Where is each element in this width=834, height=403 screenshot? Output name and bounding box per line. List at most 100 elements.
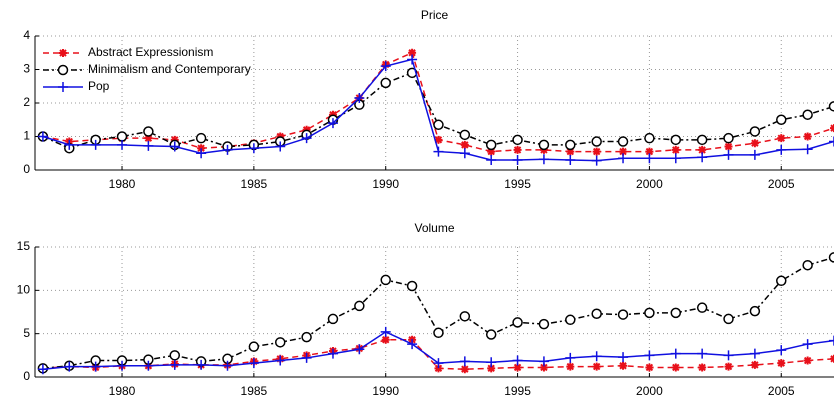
marker — [407, 339, 418, 350]
marker — [433, 146, 444, 157]
marker — [301, 352, 312, 363]
marker — [723, 132, 734, 144]
marker — [592, 147, 601, 156]
marker — [486, 357, 497, 368]
marker — [487, 147, 496, 156]
marker — [671, 363, 680, 372]
marker — [617, 309, 629, 320]
x-tick-label: 1980 — [109, 384, 136, 398]
marker — [275, 355, 286, 366]
x-tick-label: 2000 — [636, 384, 663, 398]
marker — [380, 77, 391, 89]
marker — [512, 134, 523, 146]
marker — [169, 141, 180, 152]
chart-title: Volume — [414, 221, 454, 235]
marker — [64, 361, 75, 372]
marker — [723, 350, 734, 361]
marker — [591, 136, 602, 147]
marker — [434, 364, 443, 373]
marker — [117, 139, 128, 150]
marker — [485, 329, 497, 340]
marker — [406, 280, 418, 292]
marker — [354, 344, 365, 355]
marker — [327, 313, 339, 325]
marker — [777, 134, 786, 143]
x-tick-label: 1995 — [504, 384, 531, 398]
marker — [749, 126, 761, 137]
marker — [828, 252, 834, 263]
marker — [354, 300, 365, 312]
marker — [777, 359, 786, 368]
marker — [460, 140, 469, 149]
x-tick-label: 1990 — [372, 384, 399, 398]
marker — [433, 119, 444, 131]
series-line — [42, 256, 834, 370]
y-tick-label: 15 — [17, 239, 31, 253]
marker — [90, 361, 101, 372]
marker — [513, 145, 522, 154]
y-tick-label: 0 — [23, 369, 30, 383]
y-tick-label: 3 — [23, 62, 30, 76]
marker — [538, 356, 549, 367]
y-tick-label: 2 — [23, 95, 30, 109]
marker — [565, 352, 576, 363]
marker — [830, 354, 834, 363]
marker — [248, 358, 259, 369]
marker — [538, 154, 549, 165]
marker — [407, 54, 418, 65]
marker — [723, 149, 734, 160]
marker — [196, 148, 207, 159]
marker — [776, 275, 787, 287]
marker — [196, 359, 207, 370]
marker — [459, 148, 470, 159]
marker — [670, 153, 681, 164]
marker — [565, 154, 576, 165]
marker — [195, 132, 207, 144]
x-tick-label: 1980 — [109, 177, 136, 191]
marker — [486, 154, 497, 165]
legend-marker — [59, 49, 67, 57]
marker — [565, 314, 576, 326]
marker — [670, 134, 682, 146]
marker — [670, 348, 681, 359]
marker — [644, 153, 655, 164]
marker — [354, 92, 365, 103]
marker — [724, 362, 733, 371]
marker — [591, 351, 602, 362]
marker — [327, 348, 338, 359]
marker — [619, 147, 628, 156]
marker — [592, 362, 601, 371]
marker — [512, 355, 523, 366]
chart-title: Price — [421, 8, 449, 22]
legend-marker — [58, 82, 68, 92]
x-tick-label: 1985 — [241, 177, 268, 191]
marker — [538, 318, 550, 330]
marker — [750, 139, 759, 148]
marker — [829, 136, 834, 147]
marker — [381, 335, 390, 344]
marker — [830, 124, 834, 133]
marker — [513, 363, 522, 372]
marker — [645, 363, 654, 372]
x-tick-label: 2000 — [636, 177, 663, 191]
marker — [459, 311, 471, 322]
marker — [829, 335, 834, 346]
marker — [697, 152, 708, 163]
marker — [803, 132, 812, 141]
marker — [802, 109, 813, 120]
marker — [566, 147, 575, 156]
marker — [828, 101, 834, 112]
marker — [327, 118, 338, 129]
marker — [802, 144, 813, 155]
marker — [802, 259, 813, 271]
marker — [750, 360, 759, 369]
marker — [538, 139, 550, 151]
legend-label: Minimalism and Contemporary — [88, 62, 251, 76]
marker — [37, 131, 48, 142]
marker — [169, 350, 181, 361]
marker — [539, 363, 548, 372]
y-tick-label: 0 — [23, 162, 30, 176]
y-tick-label: 1 — [23, 129, 30, 143]
marker — [117, 360, 128, 371]
